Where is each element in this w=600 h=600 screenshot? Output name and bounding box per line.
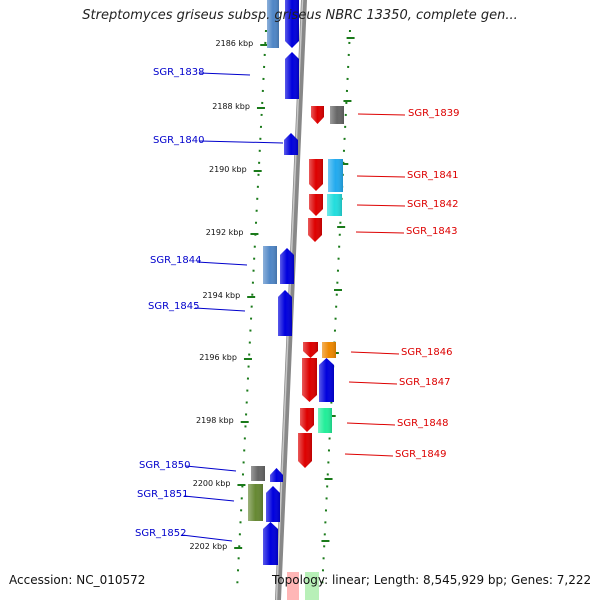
ruler-label: 2196 kbp (199, 353, 237, 362)
gene-connector (344, 453, 394, 457)
gene-connector (356, 175, 406, 178)
gene-label[interactable]: SGR_1850 (139, 460, 191, 471)
gene-label[interactable]: SGR_1844 (150, 255, 202, 266)
feature-cyan-1842-shade (327, 194, 342, 216)
feature-olive-1851-shade (248, 484, 263, 521)
feature-lightblue-1844-shade (263, 246, 277, 284)
gene-connector (346, 422, 396, 426)
ruler-label: 2188 kbp (212, 102, 250, 111)
gene-label[interactable]: SGR_1847 (399, 377, 451, 388)
feature-sgr1850-shade (270, 468, 283, 482)
feature-lightblue-top-shade (267, 0, 279, 48)
gene-label[interactable]: SGR_1845 (148, 301, 200, 312)
gene-connector (181, 534, 233, 542)
feature-sgr1842-shade (309, 194, 323, 216)
feature-sgr1847-shade (302, 358, 317, 402)
feature-sgr1844-shade (280, 248, 294, 284)
gene-label[interactable]: SGR_1851 (137, 489, 189, 500)
feature-sgr1852-shade (263, 522, 278, 565)
feature-cyan-1841-shade (328, 159, 343, 192)
feature-sgr1840-shade (284, 133, 298, 155)
bottom-feature-pink (287, 572, 299, 600)
gene-label[interactable]: SGR_1846 (401, 347, 453, 358)
gene-connector (357, 113, 406, 116)
gene-label[interactable]: SGR_1852 (135, 528, 187, 539)
gene-connectors (181, 72, 406, 542)
gene-connector (183, 495, 235, 502)
feature-gray-1850-shade (251, 466, 265, 481)
feature-green-1848-shade (318, 408, 332, 433)
gene-label[interactable]: SGR_1838 (153, 67, 205, 78)
feature-sgr1846-shade (303, 342, 318, 358)
gene-connector (194, 307, 246, 312)
feature-sgr1849-shade (298, 433, 312, 468)
feature-sgr1839-shade (311, 106, 324, 124)
gene-connector (185, 465, 237, 472)
gene-connector (199, 72, 251, 76)
feature-blue-top-shade (285, 0, 299, 48)
gene-connector (199, 140, 284, 144)
feature-sgr1848-shade (300, 408, 314, 432)
gene-label[interactable]: SGR_1841 (407, 170, 459, 181)
ruler-label: 2202 kbp (189, 542, 228, 551)
ruler-label: 2194 kbp (202, 291, 241, 300)
gene-label[interactable]: SGR_1848 (397, 418, 449, 429)
gene-connector (196, 261, 248, 266)
accession-text: Accession: NC_010572 (9, 573, 146, 587)
summary-text: Topology: linear; Length: 8,545,929 bp; … (272, 573, 592, 587)
feature-orange-1846-shade (322, 342, 336, 358)
bottom-feature-green (305, 572, 319, 600)
page-title: Streptomyces griseus subsp. griseus NBRC… (82, 8, 518, 23)
feature-sgr1845-shade (278, 290, 292, 336)
ruler-label: 2186 kbp (215, 39, 254, 48)
gene-label[interactable]: SGR_1839 (408, 108, 460, 119)
gene-features (248, 0, 344, 565)
gene-connector (348, 381, 398, 385)
ruler-label: 2190 kbp (208, 165, 247, 174)
gene-label[interactable]: SGR_1842 (407, 199, 459, 210)
gene-connector (350, 351, 400, 355)
gene-label[interactable]: SGR_1843 (406, 226, 458, 237)
gene-label[interactable]: SGR_1840 (153, 135, 205, 146)
gene-connector (356, 204, 406, 207)
ruler-label: 2198 kbp (195, 416, 234, 425)
feature-gray-1839-shade (330, 106, 344, 124)
gene-connector (355, 231, 405, 234)
feature-sgr1838-shade (285, 52, 299, 99)
ruler-label: 2200 kbp (192, 479, 231, 488)
feature-sgr1851-shade (266, 486, 280, 522)
feature-sgr1843-shade (308, 218, 322, 242)
gene-label[interactable]: SGR_1849 (395, 449, 447, 460)
ruler-label: 2192 kbp (205, 228, 244, 237)
feature-sgr1841-shade (309, 159, 323, 191)
feature-blue-1847-shade (319, 358, 334, 402)
